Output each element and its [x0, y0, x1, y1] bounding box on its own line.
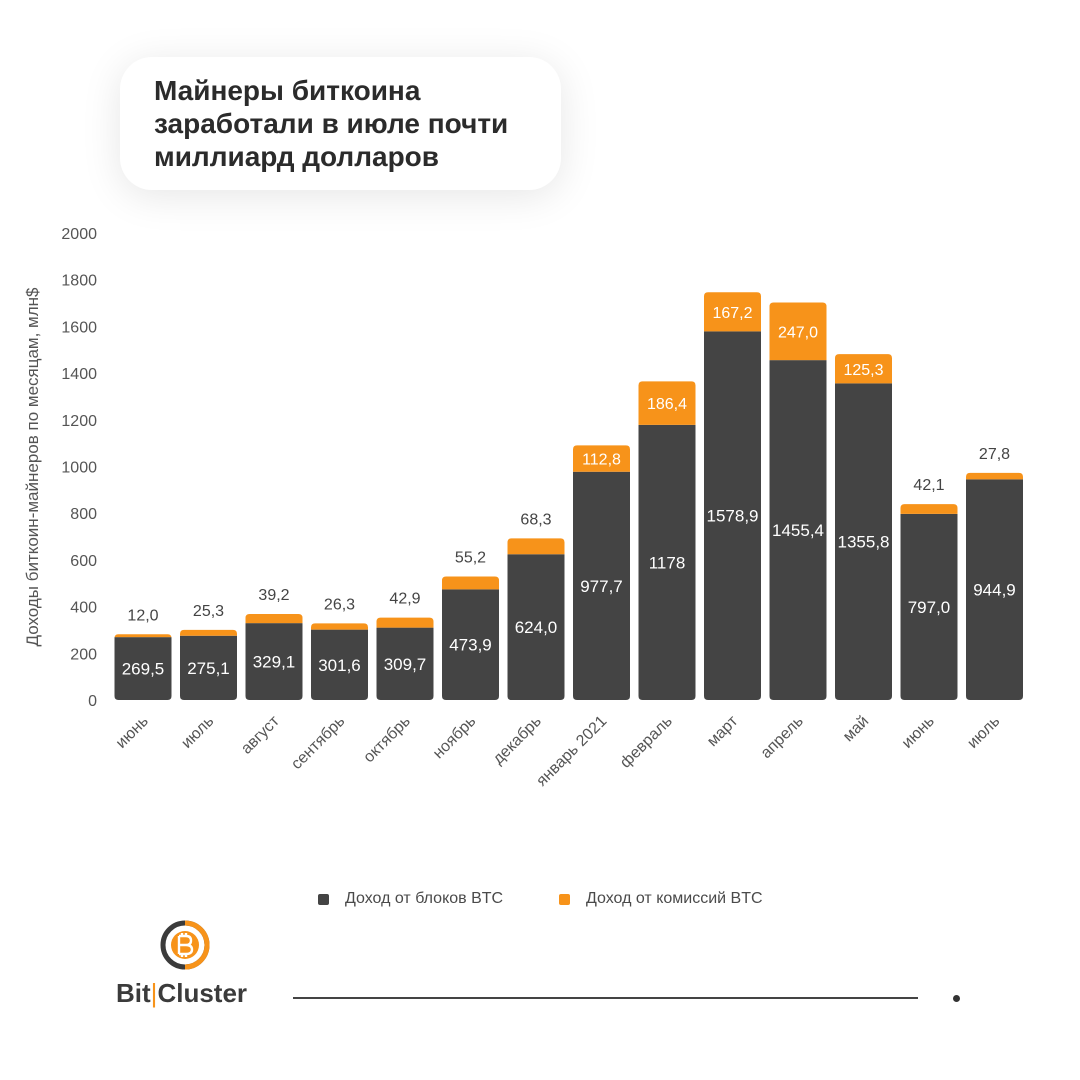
x-tick-label: сентябрь: [288, 713, 348, 773]
block-value-label: 624,0: [515, 618, 558, 637]
block-value-label: 309,7: [384, 655, 427, 674]
footer-line: [293, 997, 918, 999]
bar-block: [835, 383, 892, 700]
block-value-label: 1355,8: [838, 533, 890, 552]
bar-block: [573, 471, 630, 700]
block-value-label: 1578,9: [707, 507, 759, 526]
bar-fee: [507, 538, 565, 555]
block-value-label: 329,1: [253, 653, 296, 672]
x-tick-label: май: [840, 713, 872, 745]
bar-fee: [442, 576, 499, 590]
legend-label-fee: Доход от комиссий BTC: [586, 890, 763, 907]
title-card: Майнеры биткоина заработали в июле почти…: [120, 57, 561, 190]
bar-block: [114, 637, 172, 700]
fee-value-label: 125,3: [843, 362, 883, 379]
block-value-label: 944,9: [973, 581, 1016, 600]
bar-fee: [638, 381, 696, 425]
y-tick-label: 1600: [61, 319, 97, 336]
fee-value-label: 27,8: [979, 446, 1010, 463]
bar-block: [507, 554, 565, 700]
fee-value-label: 247,0: [778, 324, 818, 341]
bar-block: [245, 623, 303, 700]
bar-block: [769, 360, 827, 700]
legend-swatch-block: [318, 893, 329, 905]
bitcluster-logo: Bit|Cluster: [116, 920, 266, 1015]
y-tick-label: 2000: [61, 226, 97, 243]
bar-fee: [835, 354, 892, 384]
bar-fee: [900, 504, 958, 514]
fee-value-label: 167,2: [712, 305, 752, 322]
block-value-label: 1178: [649, 553, 686, 572]
fee-value-label: 25,3: [193, 603, 224, 620]
bitcoin-logo-icon: [160, 920, 210, 970]
block-value-label: 797,0: [908, 598, 951, 617]
x-tick-label: август: [238, 712, 283, 757]
footer-dot: [953, 995, 960, 1002]
block-value-label: 977,7: [580, 577, 623, 596]
x-tick-label: ноябрь: [430, 713, 479, 762]
y-tick-label: 600: [70, 553, 97, 570]
legend-label-block: Доход от блоков BTC: [345, 890, 504, 907]
y-axis-label: Доходы биткоин-майнеров по месяцам, млн$: [23, 287, 42, 647]
x-tick-label: июнь: [899, 713, 938, 752]
bar-block: [180, 635, 237, 700]
y-tick-label: 1800: [61, 273, 97, 290]
bar-block: [638, 424, 696, 700]
x-tick-label: март: [704, 712, 742, 750]
bar-fee: [966, 472, 1023, 480]
fee-value-label: 55,2: [455, 549, 486, 566]
fee-value-label: 42,9: [389, 591, 420, 608]
fee-value-label: 26,3: [324, 596, 355, 613]
block-value-label: 301,6: [318, 656, 361, 675]
y-tick-label: 400: [70, 600, 97, 617]
y-tick-label: 200: [70, 646, 97, 663]
block-value-label: 473,9: [449, 636, 492, 655]
bar-fee: [573, 445, 630, 472]
bar-block: [900, 513, 958, 700]
bar-block: [966, 479, 1023, 700]
legend-swatch-fee: [559, 893, 570, 905]
legend-item-fee: Доход от комиссий BTC: [559, 890, 763, 908]
x-tick-label: июнь: [113, 713, 152, 752]
bar-fee: [180, 629, 237, 636]
bar-fee: [114, 634, 172, 639]
fee-value-label: 112,8: [582, 452, 621, 469]
block-value-label: 275,1: [187, 659, 230, 678]
bar-block: [376, 627, 434, 700]
chart-title: Майнеры биткоина заработали в июле почти…: [154, 75, 509, 172]
x-tick-label: июль: [178, 713, 217, 752]
bar-block: [704, 331, 761, 700]
y-tick-label: 800: [70, 506, 97, 523]
bar-fee: [704, 292, 761, 332]
fee-value-label: 68,3: [520, 511, 551, 528]
legend-item-block: Доход от блоков BTC: [318, 890, 503, 908]
fee-value-label: 39,2: [258, 587, 289, 604]
x-tick-label: июль: [964, 713, 1003, 752]
x-tick-label: декабрь: [490, 713, 545, 768]
bar-block: [311, 629, 368, 700]
chart: Доходы биткоин-майнеров по месяцам, млн$…: [23, 226, 1023, 790]
bar-fee: [376, 617, 434, 628]
bar-fee: [245, 614, 303, 624]
bar-fee: [769, 302, 827, 361]
y-tick-label: 1400: [61, 366, 97, 383]
fee-value-label: 42,1: [913, 477, 944, 494]
x-tick-label: февраль: [617, 713, 676, 772]
bar-block: [442, 589, 499, 700]
x-tick-label: январь 2021: [533, 713, 610, 790]
brand-name: Bit|Cluster: [116, 978, 248, 1008]
x-tick-label: октябрь: [360, 713, 413, 766]
y-tick-label: 1000: [61, 460, 97, 477]
block-value-label: 269,5: [122, 660, 165, 679]
block-value-label: 1455,4: [772, 521, 824, 540]
bar-fee: [311, 623, 368, 630]
fee-value-label: 186,4: [647, 396, 687, 413]
y-tick-label: 0: [88, 693, 97, 710]
fee-value-label: 12,0: [127, 607, 158, 624]
x-tick-label: апрель: [758, 713, 807, 762]
y-tick-label: 1200: [61, 413, 97, 430]
